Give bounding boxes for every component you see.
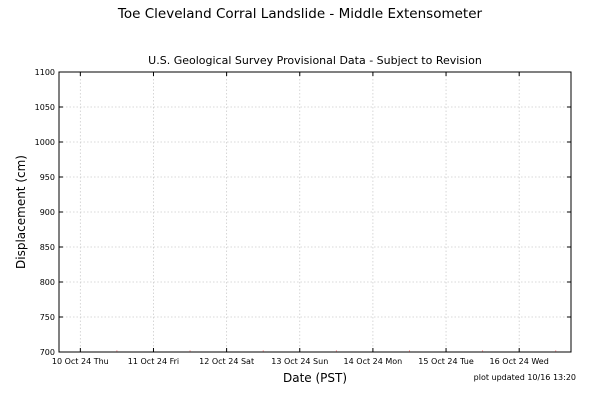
plot-updated-note: plot updated 10/16 13:20 — [473, 373, 576, 382]
x-axis-label: Date (PST) — [283, 371, 347, 385]
x-tick-label: 16 Oct 24 Wed — [490, 357, 549, 366]
plot-frame — [58, 71, 572, 353]
chart-subtitle: U.S. Geological Survey Provisional Data … — [148, 54, 482, 67]
x-axis: 10 Oct 24 Thu 11 Oct 24 Fri 12 Oct 24 Sat 1… — [52, 72, 557, 366]
y-tick-label: 900 — [40, 208, 55, 217]
y-axis: 700 750 800 850 900 950 1000 1050 1100 — [35, 68, 571, 357]
x-tick-label: 11 Oct 24 Fri — [128, 357, 179, 366]
x-tick-label: 14 Oct 24 Mon — [344, 357, 403, 366]
y-tick-label: 700 — [40, 348, 55, 357]
y-tick-label: 1100 — [35, 68, 55, 77]
y-tick-label: 950 — [40, 173, 55, 182]
grid — [59, 72, 571, 352]
y-tick-label: 750 — [40, 313, 55, 322]
x-tick-label: 15 Oct 24 Tue — [418, 357, 474, 366]
x-tick-label: 13 Oct 24 Sun — [271, 357, 328, 366]
y-tick-label: 800 — [40, 278, 55, 287]
x-tick-label: 12 Oct 24 Sat — [199, 357, 254, 366]
y-tick-label: 1050 — [35, 103, 55, 112]
x-tick-label: 10 Oct 24 Thu — [52, 357, 109, 366]
y-tick-label: 850 — [40, 243, 55, 252]
y-axis-label: Displacement (cm) — [14, 155, 28, 269]
y-tick-label: 1000 — [35, 138, 55, 147]
chart-title: Toe Cleveland Corral Landslide - Middle … — [117, 6, 483, 22]
